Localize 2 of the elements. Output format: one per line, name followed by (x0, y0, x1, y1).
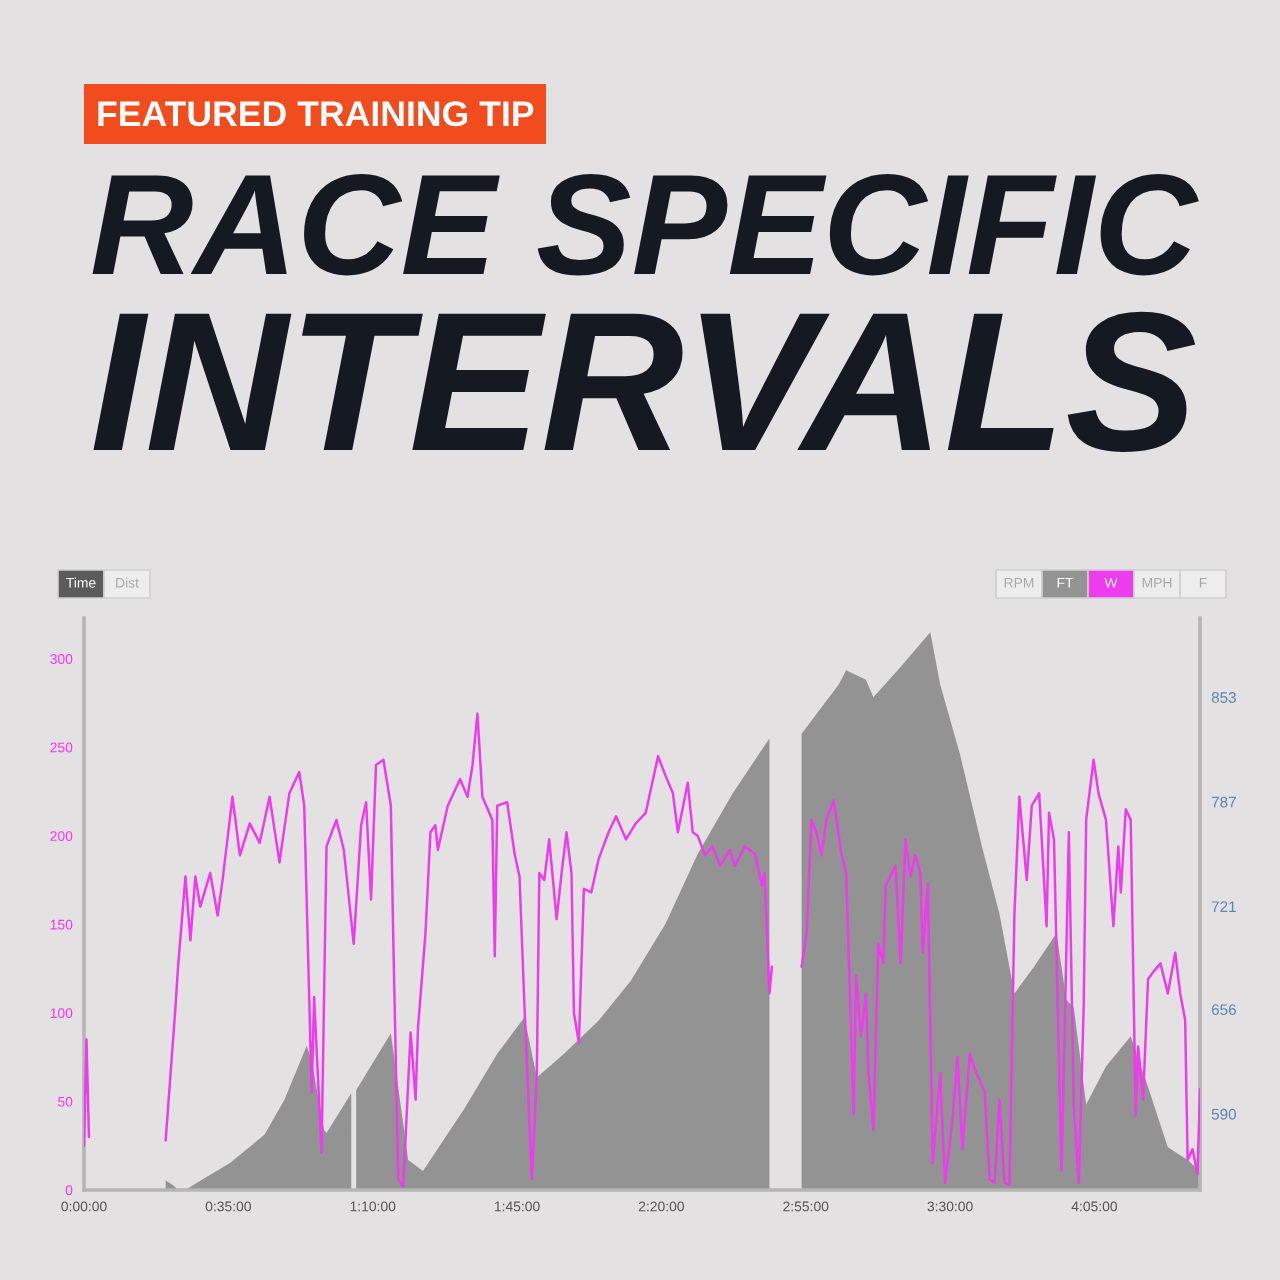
chart-title: RACE SPECIFIC INTERVALS (92, 173, 1199, 452)
chart-subtitle: FEATURED TRAINING TIP (98, 101, 534, 127)
